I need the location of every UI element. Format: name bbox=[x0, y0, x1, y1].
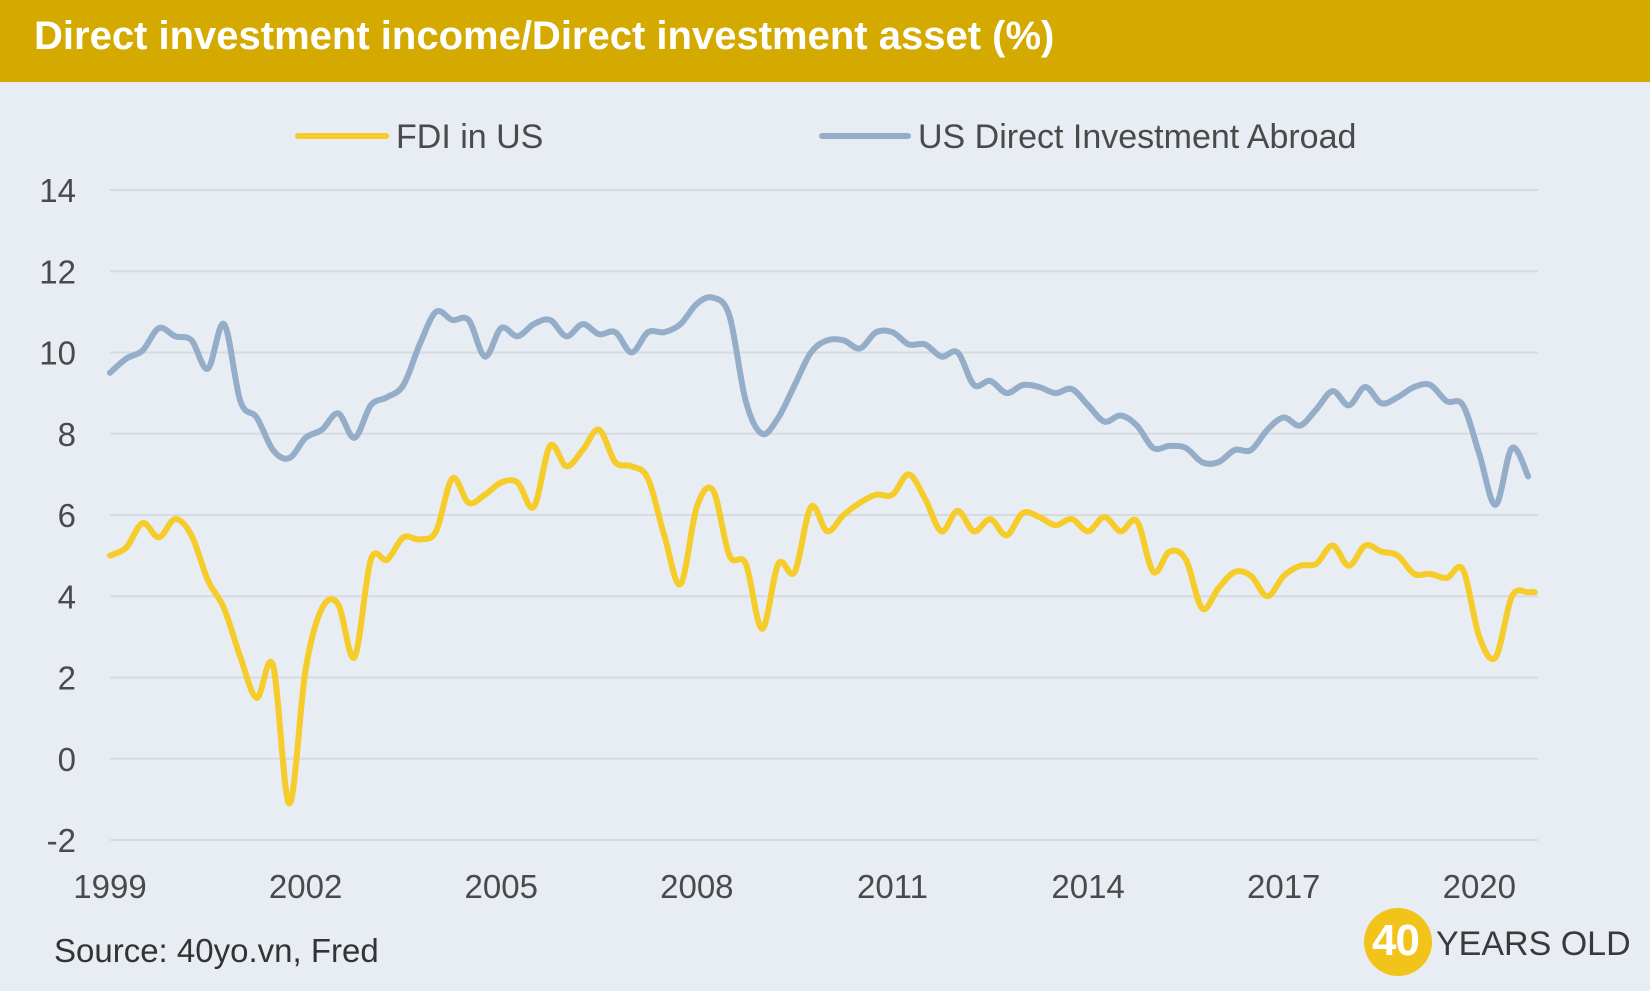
brand-circle-icon bbox=[1364, 908, 1432, 976]
brand-logo: 40 YEARS OLD bbox=[1364, 908, 1644, 978]
y-tick-label: 2 bbox=[58, 660, 76, 697]
brand-number: 40 bbox=[1372, 916, 1420, 965]
x-tick-label: 2017 bbox=[1247, 868, 1320, 905]
legend-label: US Direct Investment Abroad bbox=[918, 118, 1356, 156]
x-tick-label: 2014 bbox=[1051, 868, 1124, 905]
y-tick-label: 6 bbox=[58, 497, 76, 534]
y-tick-label: -2 bbox=[47, 822, 76, 859]
x-tick-label: 2020 bbox=[1443, 868, 1516, 905]
y-tick-label: 12 bbox=[39, 253, 76, 290]
y-tick-label: 0 bbox=[58, 741, 76, 778]
line-chart: -2 0 2 4 6 8 10 12 14 1999 2002 2005 2008 2011 2014 201… bbox=[39, 118, 1538, 905]
x-tick-label: 1999 bbox=[73, 868, 146, 905]
y-tick-label: 8 bbox=[58, 416, 76, 453]
legend-label: FDI in US bbox=[396, 118, 543, 156]
x-tick-label: 2005 bbox=[465, 868, 538, 905]
title-bar: Direct investment income/Direct investme… bbox=[0, 0, 1650, 82]
chart-title: Direct investment income/Direct investme… bbox=[34, 14, 1055, 58]
y-tick-label: 10 bbox=[39, 335, 76, 372]
x-tick-label: 2002 bbox=[269, 868, 342, 905]
source-note: Source: 40yo.vn, Fred bbox=[54, 932, 379, 969]
x-tick-label: 2008 bbox=[660, 868, 733, 905]
y-tick-label: 4 bbox=[58, 578, 76, 615]
series-line-us-direct-investment-abroad bbox=[107, 294, 1532, 508]
y-tick-label: 14 bbox=[39, 172, 76, 209]
series-line-fdi-in-us bbox=[107, 426, 1538, 807]
brand-text: YEARS OLD bbox=[1436, 925, 1631, 963]
x-tick-label: 2011 bbox=[857, 868, 928, 905]
